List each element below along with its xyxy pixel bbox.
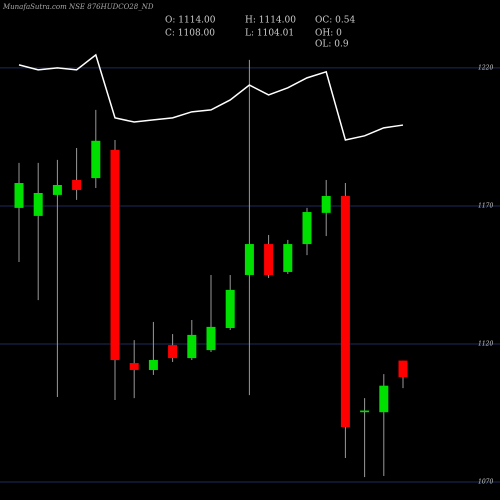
- candle-body: [168, 345, 178, 359]
- y-tick-label: 1220: [478, 64, 493, 71]
- y-tick-label: 1170: [478, 202, 493, 209]
- candle-body: [360, 410, 370, 413]
- chart-title: MunafaSutra.com NSE 876HUDCO28_ND: [2, 3, 154, 11]
- candle-body: [244, 244, 254, 275]
- candle-body: [91, 140, 101, 179]
- candle-body: [321, 196, 331, 213]
- candle-body: [302, 212, 312, 245]
- info: OC: 0.54: [315, 16, 355, 26]
- candle-body: [72, 180, 82, 190]
- candle-body: [148, 360, 158, 370]
- info: L: 1104.01: [245, 29, 294, 39]
- y-tick-label: 1120: [478, 341, 493, 348]
- candle-body: [110, 149, 120, 361]
- candle-body: [283, 244, 293, 272]
- info: C: 1108.00: [165, 29, 215, 39]
- candle-body: [206, 326, 216, 351]
- candle-body: [52, 184, 62, 195]
- candle-body: [225, 289, 235, 328]
- candle-body: [33, 192, 43, 216]
- info: O: 1114.00: [165, 16, 216, 26]
- candle-body: [129, 363, 139, 370]
- candle-body: [398, 360, 408, 378]
- info: OH: 0: [315, 29, 342, 39]
- candle-body: [379, 385, 389, 413]
- y-tick-label: 1070: [478, 479, 493, 486]
- candle-body: [187, 334, 197, 359]
- candle-body: [14, 183, 24, 208]
- info: H: 1114.00: [245, 16, 296, 26]
- overlay-line: [18, 53, 404, 141]
- info: OL: 0.9: [315, 40, 349, 50]
- candle-body: [340, 196, 350, 428]
- candle-body: [264, 244, 274, 275]
